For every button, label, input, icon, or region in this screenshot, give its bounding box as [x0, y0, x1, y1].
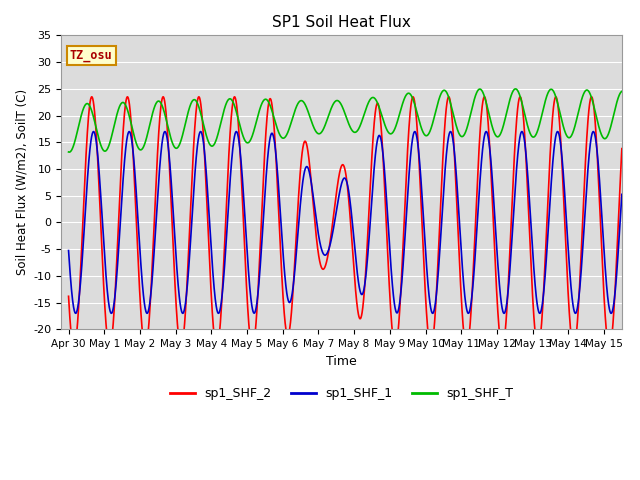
X-axis label: Time: Time	[326, 355, 357, 368]
Y-axis label: Soil Heat Flux (W/m2), SoilT (C): Soil Heat Flux (W/m2), SoilT (C)	[15, 89, 28, 276]
Legend: sp1_SHF_2, sp1_SHF_1, sp1_SHF_T: sp1_SHF_2, sp1_SHF_1, sp1_SHF_T	[164, 383, 518, 406]
Title: SP1 Soil Heat Flux: SP1 Soil Heat Flux	[272, 15, 411, 30]
Text: TZ_osu: TZ_osu	[70, 48, 113, 61]
